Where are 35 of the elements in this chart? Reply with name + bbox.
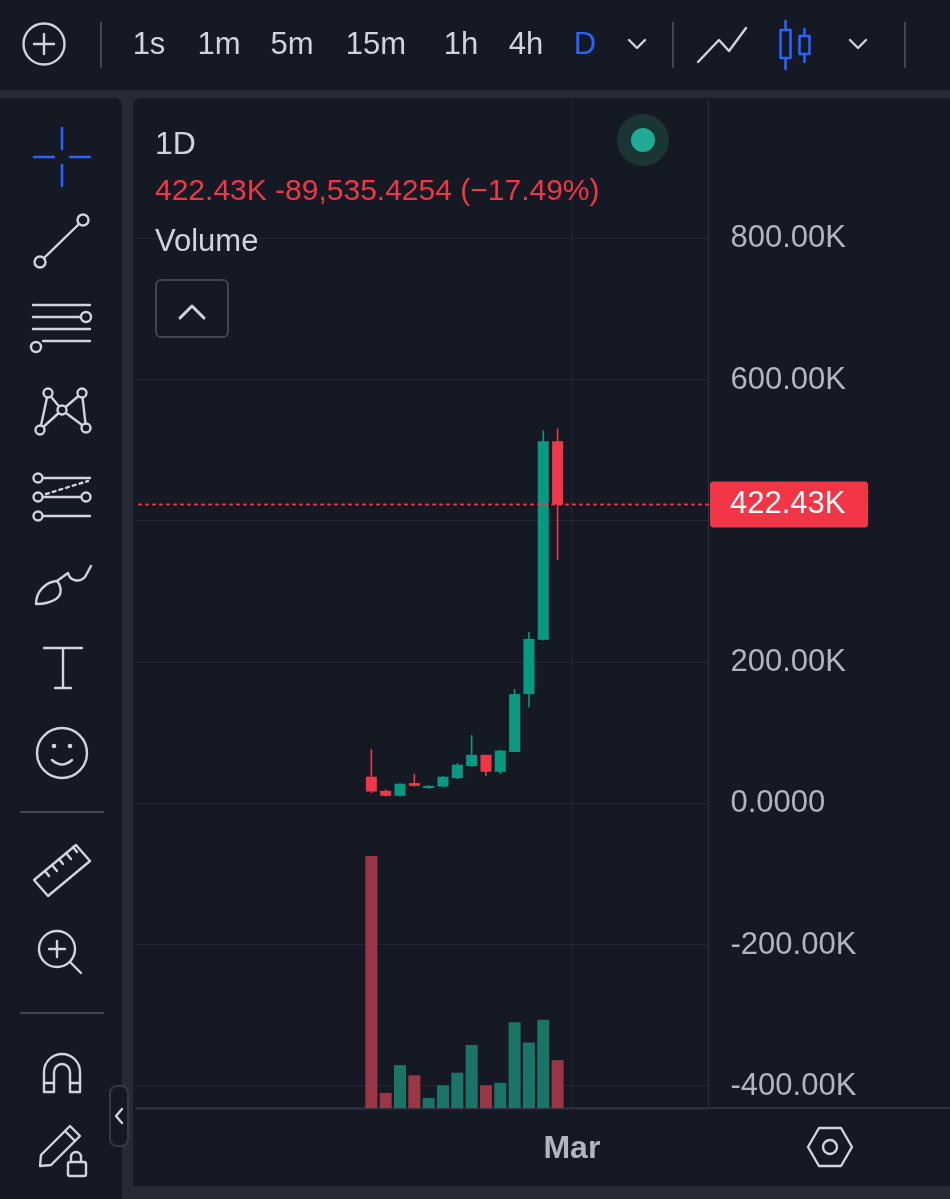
bar xyxy=(436,1085,449,1108)
y-tick-label: 600.00K xyxy=(730,360,847,396)
bar xyxy=(479,1085,492,1108)
bar xyxy=(522,1042,535,1108)
text: 1s xyxy=(132,25,166,63)
bar xyxy=(551,1060,564,1108)
y-tick-label: -200.00K xyxy=(730,925,857,961)
bar xyxy=(451,1072,464,1108)
bar xyxy=(379,1092,392,1108)
bar xyxy=(394,1065,407,1108)
bar xyxy=(494,1082,507,1108)
text: 1h xyxy=(443,25,479,63)
bar xyxy=(422,1097,435,1108)
text: 5m xyxy=(270,25,314,63)
text: D xyxy=(573,25,597,63)
y-tick-label: 0.0000 xyxy=(730,784,826,820)
bar xyxy=(365,856,378,1108)
text: 1m xyxy=(197,25,241,63)
text: 1D xyxy=(155,125,196,161)
bar xyxy=(508,1022,521,1108)
x-tick-label: Mar xyxy=(543,1128,601,1165)
candlestick xyxy=(365,748,377,794)
y-tick-label: 200.00K xyxy=(730,643,847,679)
text: 4h xyxy=(508,25,544,63)
candlestick xyxy=(466,734,478,768)
text: 422.43K -89,535.4254 (−17.49%) xyxy=(155,173,600,206)
bar xyxy=(408,1075,421,1108)
bar xyxy=(537,1019,550,1108)
y-tick-label: -400.00K xyxy=(730,1066,857,1102)
bar xyxy=(465,1045,478,1108)
candlestick xyxy=(494,749,506,775)
text: 15m xyxy=(345,25,407,63)
ref-line-label: 422.43K xyxy=(730,485,846,521)
chart-title: Volume xyxy=(155,223,259,258)
y-tick-label: 800.00K xyxy=(730,219,847,255)
